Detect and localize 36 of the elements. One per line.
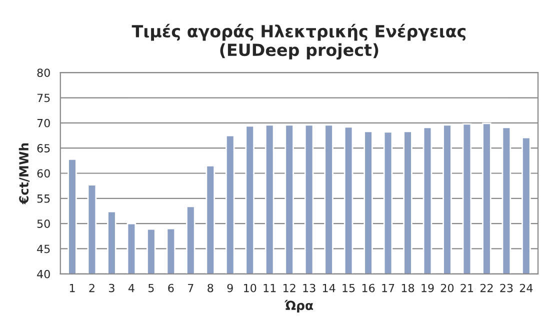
x-axis-title: Ώρα xyxy=(284,300,314,313)
x-tick-label: 2 xyxy=(89,284,94,292)
x-tick-label: 23 xyxy=(500,284,513,292)
x-tick-label: 17 xyxy=(382,284,394,292)
y-tick-label: 80 xyxy=(37,68,50,77)
x-tick-label: 4 xyxy=(128,284,134,292)
x-tick-label: 16 xyxy=(362,284,375,292)
x-tick-label: 14 xyxy=(322,284,336,292)
y-tick-label: 65 xyxy=(37,144,50,152)
x-tick-label: 11 xyxy=(264,284,276,292)
x-tick-label: 1 xyxy=(70,284,75,292)
x-tick-label: 18 xyxy=(402,284,414,292)
y-axis-title: €ct/MWh xyxy=(18,143,30,204)
x-tick-label: 12 xyxy=(283,284,296,292)
y-tick-label: 70 xyxy=(37,118,50,128)
x-tick-label: 10 xyxy=(244,284,256,292)
x-tick-label: 20 xyxy=(440,284,454,292)
y-tick-label: 45 xyxy=(37,244,50,254)
x-tick-label: 24 xyxy=(520,284,533,292)
y-tick-label: 60 xyxy=(37,169,50,178)
x-tick-label: 6 xyxy=(168,284,174,292)
y-tick-label: 75 xyxy=(37,94,50,102)
y-tick-label: 55 xyxy=(37,194,50,203)
x-tick-label: 13 xyxy=(303,284,316,292)
x-tick-label: 3 xyxy=(109,284,114,292)
x-tick-label: 21 xyxy=(460,284,474,292)
x-tick-label: 19 xyxy=(422,284,434,292)
x-tick-label: 15 xyxy=(342,284,355,292)
chart-title: Τιμές αγοράς Ηλεκτρικής Ενέργειας (EUDeep project) xyxy=(132,24,466,60)
x-tick-label: 5 xyxy=(148,284,154,292)
x-tick-label: 9 xyxy=(227,284,233,292)
y-tick-label: 40 xyxy=(37,270,50,278)
x-tick-label: 22 xyxy=(480,284,493,292)
y-tick-label: 50 xyxy=(37,220,50,228)
x-tick-label: 8 xyxy=(208,284,214,292)
x-tick-label: 7 xyxy=(188,284,194,292)
